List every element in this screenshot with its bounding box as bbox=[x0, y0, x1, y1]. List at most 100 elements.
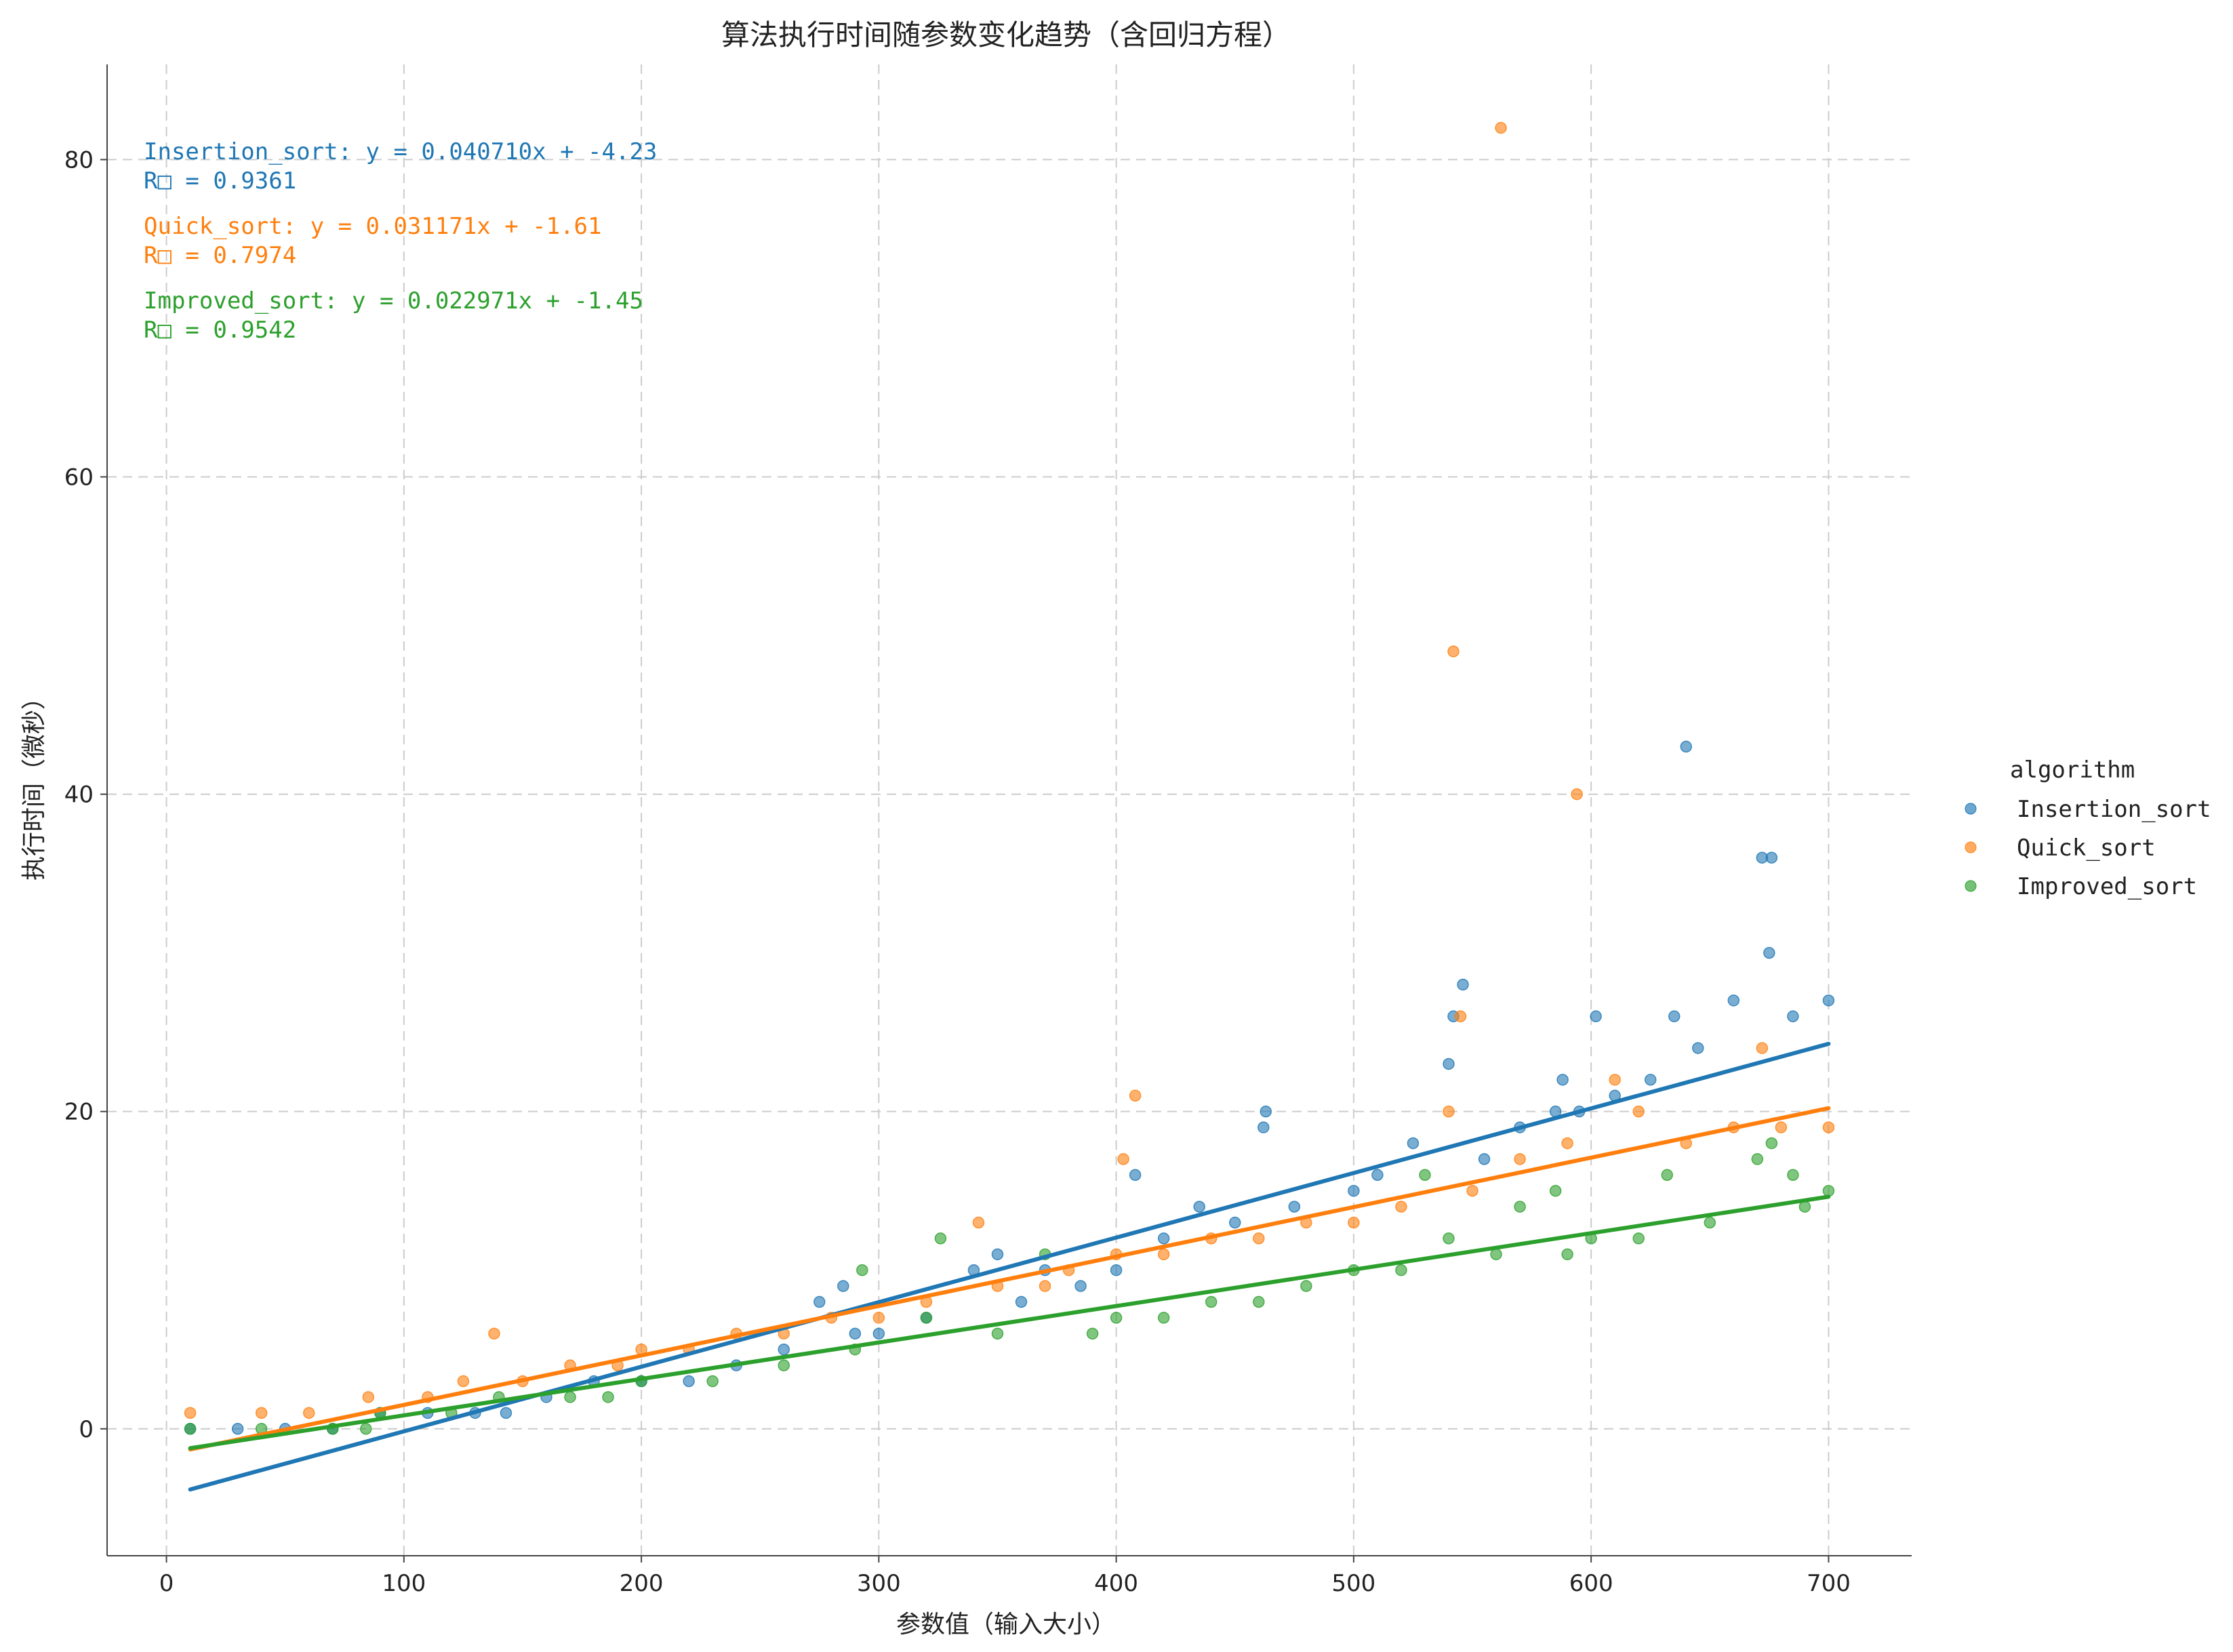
x-tick-label: 600 bbox=[1569, 1570, 1613, 1597]
point-insertion-sort bbox=[1157, 1232, 1170, 1245]
point-quick-sort bbox=[302, 1407, 315, 1419]
point-insertion-sort bbox=[849, 1327, 862, 1340]
x-tick-label: 100 bbox=[382, 1570, 426, 1597]
point-insertion-sort bbox=[1692, 1042, 1704, 1054]
point-quick-sort bbox=[972, 1216, 985, 1229]
y-tick-label: 40 bbox=[64, 782, 94, 809]
point-improved-sort bbox=[1751, 1153, 1764, 1165]
x-tick-label: 200 bbox=[620, 1570, 664, 1597]
point-quick-sort bbox=[1466, 1184, 1478, 1197]
point-quick-sort bbox=[1632, 1105, 1645, 1118]
regression-annotations: Insertion_sort: y = 0.040710x + -4.23 R□… bbox=[144, 138, 657, 344]
point-quick-sort bbox=[1495, 121, 1507, 134]
point-quick-sort bbox=[1454, 1010, 1467, 1023]
point-improved-sort bbox=[1110, 1312, 1123, 1324]
point-insertion-sort bbox=[813, 1295, 826, 1308]
point-improved-sort bbox=[1300, 1280, 1312, 1292]
point-improved-sort bbox=[934, 1232, 947, 1245]
point-quick-sort bbox=[1514, 1153, 1526, 1165]
point-insertion-sort bbox=[837, 1280, 849, 1292]
point-quick-sort bbox=[1039, 1280, 1051, 1292]
x-tick-label: 400 bbox=[1094, 1570, 1138, 1597]
point-insertion-sort bbox=[1556, 1074, 1569, 1086]
point-improved-sort bbox=[1419, 1169, 1431, 1182]
annotation-improved-r2: R□ = 0.9542 bbox=[144, 317, 296, 344]
y-tick-label: 60 bbox=[64, 464, 94, 491]
annotation-insertion-equation: Insertion_sort: y = 0.040710x + -4.23 bbox=[144, 138, 657, 165]
points-layer bbox=[184, 121, 1835, 1435]
legend-label-quick: Quick_sort bbox=[2017, 834, 2156, 862]
point-improved-sort bbox=[1514, 1201, 1526, 1213]
point-improved-sort bbox=[1787, 1169, 1799, 1182]
point-improved-sort bbox=[991, 1327, 1004, 1340]
y-tick-label: 80 bbox=[64, 146, 94, 174]
point-improved-sort bbox=[1395, 1264, 1407, 1276]
point-quick-sort bbox=[872, 1312, 885, 1324]
point-improved-sort bbox=[1561, 1248, 1573, 1261]
y-tick-label: 20 bbox=[64, 1099, 94, 1126]
regression-lines-layer bbox=[188, 1041, 1831, 1492]
point-improved-sort bbox=[1632, 1232, 1645, 1245]
point-improved-sort bbox=[1157, 1312, 1170, 1324]
point-insertion-sort bbox=[1590, 1010, 1602, 1023]
point-quick-sort bbox=[1609, 1074, 1621, 1086]
annotation-quick-r2: R□ = 0.7974 bbox=[144, 242, 296, 269]
point-insertion-sort bbox=[1260, 1105, 1272, 1118]
point-improved-sort bbox=[1549, 1184, 1562, 1197]
regression-line-quick-sort bbox=[188, 1106, 1831, 1452]
point-insertion-sort bbox=[1015, 1295, 1028, 1308]
point-insertion-sort bbox=[1229, 1216, 1241, 1229]
point-quick-sort bbox=[1395, 1201, 1407, 1213]
annotation-insertion-r2: R□ = 0.9361 bbox=[144, 167, 296, 195]
x-tick-label: 700 bbox=[1807, 1570, 1851, 1597]
point-insertion-sort bbox=[872, 1327, 885, 1340]
point-insertion-sort bbox=[231, 1423, 244, 1435]
point-insertion-sort bbox=[1822, 994, 1835, 1007]
y-axis-label: 执行时间（微秒） bbox=[20, 685, 48, 881]
point-insertion-sort bbox=[1478, 1153, 1491, 1165]
point-improved-sort bbox=[360, 1423, 372, 1435]
legend-marker-improved bbox=[1965, 880, 1977, 892]
point-quick-sort bbox=[184, 1407, 197, 1419]
point-quick-sort bbox=[1348, 1216, 1360, 1229]
y-tick-label: 0 bbox=[79, 1416, 94, 1443]
regression-line-insertion-sort bbox=[188, 1041, 1831, 1492]
point-improved-sort bbox=[778, 1359, 790, 1371]
point-quick-sort bbox=[362, 1391, 375, 1403]
point-insertion-sort bbox=[1765, 851, 1778, 864]
point-quick-sort bbox=[1756, 1042, 1769, 1054]
point-improved-sort bbox=[1086, 1327, 1099, 1340]
point-quick-sort bbox=[488, 1327, 500, 1340]
point-insertion-sort bbox=[1193, 1201, 1205, 1213]
point-insertion-sort bbox=[1680, 740, 1692, 753]
point-quick-sort bbox=[255, 1407, 268, 1419]
legend: algorithm Insertion_sort Quick_sort Impr… bbox=[1965, 757, 2211, 900]
point-insertion-sort bbox=[1129, 1169, 1142, 1182]
point-quick-sort bbox=[1447, 645, 1460, 658]
point-improved-sort bbox=[184, 1423, 197, 1435]
x-tick-label: 300 bbox=[857, 1570, 901, 1597]
point-insertion-sort bbox=[1110, 1264, 1123, 1276]
point-improved-sort bbox=[602, 1391, 614, 1403]
point-insertion-sort bbox=[500, 1407, 512, 1419]
point-insertion-sort bbox=[1727, 994, 1740, 1007]
point-quick-sort bbox=[1129, 1089, 1142, 1102]
point-insertion-sort bbox=[1371, 1169, 1384, 1182]
point-quick-sort bbox=[1775, 1121, 1788, 1133]
point-quick-sort bbox=[1443, 1105, 1455, 1118]
x-tick-label: 500 bbox=[1331, 1570, 1375, 1597]
legend-title: algorithm bbox=[2010, 757, 2135, 784]
point-insertion-sort bbox=[1644, 1074, 1657, 1086]
point-improved-sort bbox=[1253, 1295, 1265, 1308]
point-quick-sort bbox=[1157, 1248, 1170, 1261]
point-improved-sort bbox=[1443, 1232, 1455, 1245]
legend-label-improved: Improved_sort bbox=[2017, 873, 2197, 900]
point-quick-sort bbox=[1561, 1137, 1573, 1150]
point-quick-sort bbox=[1117, 1153, 1129, 1165]
point-improved-sort bbox=[856, 1264, 868, 1276]
point-insertion-sort bbox=[1763, 946, 1775, 959]
point-insertion-sort bbox=[778, 1343, 790, 1356]
legend-marker-quick bbox=[1965, 841, 1977, 853]
point-improved-sort bbox=[1205, 1295, 1218, 1308]
